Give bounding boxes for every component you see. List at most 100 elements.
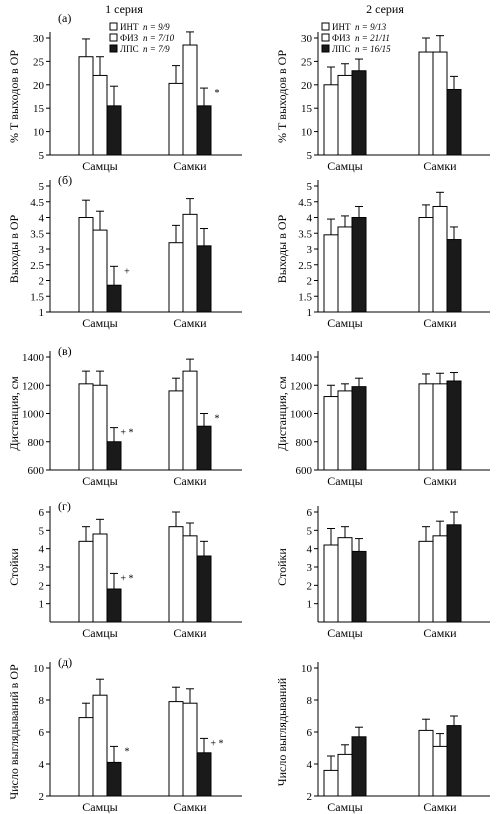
- chart-1: 5 10 15 20 25 30 % Т выходов в ОР Самцы Самки: [275, 32, 490, 173]
- y-tick-label: 5: [307, 525, 313, 537]
- bar: [432, 205, 448, 313]
- bar: [106, 284, 122, 313]
- y-tick-label: 5: [307, 181, 313, 193]
- y-tick-label: 3: [307, 562, 313, 574]
- bar: [92, 229, 108, 313]
- significance-mark: *: [215, 88, 220, 99]
- legend-label: ЛПС: [332, 44, 351, 54]
- y-tick-label: 6: [307, 727, 313, 739]
- y-tick-label: 4: [39, 213, 45, 225]
- bar: [446, 725, 462, 797]
- legend-swatch: [321, 33, 330, 42]
- y-tick-label: 4: [39, 759, 45, 771]
- bar: [418, 729, 434, 797]
- y-tick-label: 4: [307, 759, 313, 771]
- bar: [446, 88, 462, 156]
- category-label: Самцы: [82, 474, 117, 488]
- chart-3: 1 1.5 2 2.5 3 3.5 4 4.5 5 Выходы в ОР Самцы Самки: [275, 180, 490, 330]
- y-tick-label: 8: [39, 695, 45, 707]
- bar: [92, 384, 108, 471]
- legend-n: n = 16/15: [355, 44, 391, 54]
- legend-right: ИНТ n = 9/13 ФИЗ n = 21/11 ЛПС n = 16/15: [321, 22, 391, 54]
- y-tick-label: 4: [307, 213, 313, 225]
- y-tick-label: 5: [307, 150, 313, 162]
- y-tick-label: 6: [307, 507, 313, 519]
- bar: [196, 555, 212, 623]
- bar: [196, 752, 212, 797]
- legend-n: n = 7/9: [143, 44, 170, 54]
- y-tick-label: 10: [301, 127, 313, 139]
- y-tick-label: 2.5: [30, 260, 44, 272]
- bar: [351, 70, 367, 156]
- legend-n: n = 9/9: [143, 22, 170, 32]
- bar: [337, 753, 353, 797]
- y-tick-label: 3.5: [30, 228, 44, 240]
- bar: [418, 540, 434, 623]
- chart-2: 1 1.5 2 2.5 3 3.5 4 4.5 5 Выходы в ОР (б) + Самцы Сам…: [7, 173, 242, 330]
- y-axis-label: Стойки: [7, 548, 21, 586]
- category-label: Самцы: [327, 800, 362, 814]
- bar: [78, 717, 94, 797]
- legend-label: ФИЗ: [332, 33, 351, 43]
- bar: [92, 694, 108, 797]
- y-tick-label: 800: [296, 437, 313, 449]
- y-tick-label: 5: [39, 181, 45, 193]
- legend-label: ФИЗ: [120, 33, 139, 43]
- legend-label: ИНТ: [332, 22, 351, 32]
- bar: [106, 761, 122, 797]
- significance-mark: + *: [120, 573, 133, 584]
- bar: [168, 526, 184, 623]
- y-tick-label: 1: [39, 307, 45, 319]
- category-label: Самцы: [82, 800, 117, 814]
- panel-label: (г): [58, 499, 71, 513]
- bar: [182, 702, 198, 797]
- bar: [106, 588, 122, 623]
- bar: [196, 105, 212, 156]
- category-label: Самцы: [82, 316, 117, 330]
- bar: [78, 383, 94, 471]
- series-title-left: 1 серия: [105, 2, 143, 16]
- panel-label: (д): [58, 655, 72, 669]
- category-label: Самки: [173, 159, 207, 173]
- y-tick-label: 1000: [290, 409, 313, 421]
- y-tick-label: 1: [307, 599, 313, 611]
- y-tick-label: 30: [301, 33, 313, 45]
- y-tick-label: 4: [307, 544, 313, 556]
- significance-mark: + *: [120, 428, 133, 439]
- significance-mark: *: [125, 746, 130, 757]
- bar: [323, 84, 339, 156]
- legend-n: n = 21/11: [355, 33, 390, 43]
- y-tick-label: 2.5: [298, 260, 312, 272]
- bar: [337, 537, 353, 623]
- bar: [182, 370, 198, 471]
- y-tick-label: 6: [39, 727, 45, 739]
- y-tick-label: 2: [39, 276, 45, 288]
- y-tick-label: 20: [33, 80, 45, 92]
- y-axis-label: Выходы в ОР: [7, 214, 21, 283]
- bar: [168, 82, 184, 156]
- y-tick-label: 1: [39, 599, 45, 611]
- y-tick-label: 10: [33, 663, 45, 675]
- bar: [337, 226, 353, 313]
- y-tick-label: 15: [301, 103, 313, 115]
- y-tick-label: 800: [28, 437, 45, 449]
- category-label: Самцы: [327, 474, 362, 488]
- y-tick-label: 3: [307, 244, 313, 256]
- y-tick-label: 8: [307, 695, 313, 707]
- category-label: Самки: [173, 800, 207, 814]
- bar: [337, 390, 353, 471]
- panel-label: (а): [58, 11, 71, 25]
- panel-label: (в): [58, 344, 72, 358]
- bar: [168, 242, 184, 313]
- y-tick-label: 3: [39, 562, 45, 574]
- chart-0: 5 10 15 20 25 30 % Т выходов в ОР (а) * Самцы Самк…: [7, 11, 242, 173]
- significance-mark: +: [124, 266, 130, 277]
- category-label: Самцы: [82, 626, 117, 640]
- bar: [418, 217, 434, 313]
- category-label: Самки: [173, 316, 207, 330]
- bar: [168, 390, 184, 471]
- chart-8: 2 4 6 8 10 Число выглядываний в ОР (д) * + * Самц…: [7, 655, 242, 814]
- category-label: Самки: [173, 474, 207, 488]
